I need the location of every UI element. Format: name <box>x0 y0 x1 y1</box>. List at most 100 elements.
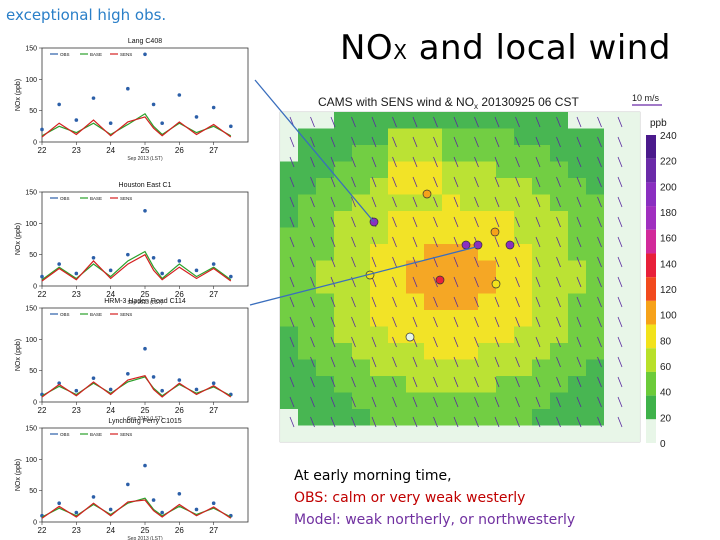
concentration-cell <box>622 244 640 261</box>
exceptional-high-obs-label: exceptional high obs. <box>6 6 167 24</box>
concentration-cell <box>514 343 532 360</box>
concentration-cell <box>604 211 622 228</box>
concentration-cell <box>442 194 460 211</box>
x-tick-label: 25 <box>141 146 150 155</box>
concentration-cell <box>352 128 370 145</box>
wind-arrow <box>535 356 541 368</box>
wind-arrow <box>351 136 356 148</box>
wind-arrow <box>474 216 479 228</box>
concentration-cell <box>352 326 370 343</box>
concentration-cell <box>622 376 640 393</box>
concentration-cell <box>298 260 316 277</box>
station-marker <box>435 275 445 285</box>
wind-arrow <box>597 276 602 288</box>
wind-arrow <box>310 416 315 428</box>
colorbar-label: 100 <box>660 311 677 322</box>
concentration-cell <box>478 359 496 376</box>
wind-arrow <box>617 396 623 408</box>
chart-title: Lynchburg Ferry C1015 <box>108 418 181 425</box>
concentration-cell <box>532 128 550 145</box>
y-tick-label: 50 <box>29 368 37 375</box>
wind-arrow <box>597 116 602 128</box>
concentration-cell <box>406 343 424 360</box>
wind-arrow <box>556 216 561 228</box>
wind-arrow <box>371 116 377 128</box>
wind-arrow <box>597 256 602 268</box>
wind-arrow <box>597 216 602 228</box>
concentration-cell <box>370 244 388 261</box>
obs-point <box>108 387 113 392</box>
concentration-cell <box>604 425 622 442</box>
concentration-cell <box>496 145 514 162</box>
concentration-cell <box>478 310 496 327</box>
concentration-cell <box>604 343 622 360</box>
concentration-cell <box>568 145 586 162</box>
wind-arrow <box>289 256 295 268</box>
concentration-cell <box>334 211 352 228</box>
y-axis-label: NOx (ppb) <box>15 79 22 111</box>
concentration-cell <box>352 343 370 360</box>
wind-arrow <box>494 296 500 308</box>
concentration-cell <box>532 343 550 360</box>
wind-arrow <box>474 376 479 388</box>
wind-arrow <box>433 156 438 168</box>
wind-arrow <box>535 196 541 208</box>
wind-arrow <box>310 236 315 248</box>
concentration-cell <box>622 112 640 129</box>
colorbar-segment <box>646 371 656 396</box>
wind-arrow <box>597 356 602 368</box>
colorbar-label: 80 <box>660 336 672 347</box>
concentration-cell <box>334 244 352 261</box>
legend-label: BASE <box>90 196 102 201</box>
wind-arrow <box>392 276 397 288</box>
concentration-cell <box>388 326 406 343</box>
concentration-cell <box>424 409 442 426</box>
wind-arrow <box>330 296 336 308</box>
obs-point <box>151 255 156 260</box>
obs-point <box>108 507 113 512</box>
y-tick-label: 150 <box>25 426 37 433</box>
concentration-cell <box>604 310 622 327</box>
concentration-cell <box>334 392 352 409</box>
colorbar-label: 20 <box>660 413 672 424</box>
wind-arrow <box>617 136 623 148</box>
wind-arrow <box>617 116 623 128</box>
concentration-cell <box>298 211 316 228</box>
concentration-cell <box>604 260 622 277</box>
concentration-cell <box>550 244 568 261</box>
concentration-cell <box>460 277 478 294</box>
obs-point <box>57 262 61 266</box>
x-tick-label: 25 <box>141 406 150 415</box>
wind-arrow <box>556 296 561 308</box>
concentration-cell <box>298 145 316 162</box>
concentration-cell <box>550 145 568 162</box>
concentration-cell <box>424 161 442 178</box>
concentration-cell <box>370 376 388 393</box>
concentration-cell <box>496 128 514 145</box>
concentration-cell <box>316 260 334 277</box>
concentration-cell <box>388 194 406 211</box>
wind-arrow <box>453 356 459 368</box>
wind-arrow <box>515 416 520 428</box>
concentration-cell <box>406 244 424 261</box>
concentration-cell <box>406 392 424 409</box>
concentration-cell <box>532 277 550 294</box>
concentration-cell <box>568 326 586 343</box>
wind-arrow <box>289 376 295 388</box>
obs-point <box>177 259 182 263</box>
y-tick-label: 0 <box>33 520 37 527</box>
wind-arrow <box>617 176 623 188</box>
y-tick-label: 150 <box>25 306 37 313</box>
obs-point <box>143 346 147 351</box>
concentration-cell <box>532 211 550 228</box>
x-tick-label: 27 <box>209 406 218 415</box>
wind-arrow <box>412 316 418 328</box>
concentration-cell <box>298 409 316 426</box>
concentration-cell <box>352 227 370 244</box>
wind-arrow <box>576 196 582 208</box>
wind-arrow <box>597 416 602 428</box>
concentration-cell <box>496 227 514 244</box>
concentration-cell <box>568 194 586 211</box>
wind-arrow <box>392 116 397 128</box>
concentration-cell <box>280 359 298 376</box>
